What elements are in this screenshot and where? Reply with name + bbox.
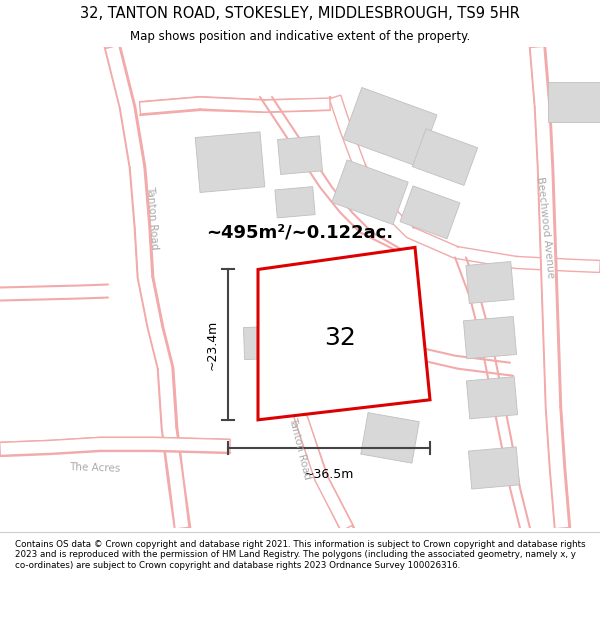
Bar <box>292 379 328 406</box>
Text: 32: 32 <box>324 326 356 349</box>
Bar <box>195 132 265 192</box>
Text: The Acres: The Acres <box>69 462 121 474</box>
Bar <box>244 326 296 359</box>
Text: Contains OS data © Crown copyright and database right 2021. This information is : Contains OS data © Crown copyright and d… <box>15 540 586 569</box>
Polygon shape <box>140 97 330 114</box>
Text: Beechwood Avenue: Beechwood Avenue <box>535 176 556 279</box>
Bar <box>469 447 520 489</box>
Text: ~23.4m: ~23.4m <box>205 319 218 370</box>
Bar <box>466 261 514 303</box>
Bar <box>343 88 437 167</box>
Text: Map shows position and indicative extent of the property.: Map shows position and indicative extent… <box>130 30 470 43</box>
Bar <box>357 354 413 402</box>
Text: ~36.5m: ~36.5m <box>304 468 354 481</box>
Bar <box>463 316 517 359</box>
Bar <box>466 377 518 419</box>
Text: ~495m²/~0.122ac.: ~495m²/~0.122ac. <box>206 223 394 241</box>
Bar <box>400 186 460 239</box>
Polygon shape <box>105 45 189 529</box>
Polygon shape <box>0 438 230 456</box>
Polygon shape <box>530 46 569 529</box>
Bar <box>412 129 478 186</box>
Polygon shape <box>265 296 353 531</box>
Polygon shape <box>329 95 600 272</box>
Polygon shape <box>258 248 430 420</box>
Text: Tanton Road: Tanton Road <box>287 416 313 480</box>
Bar <box>278 136 322 174</box>
Bar <box>275 187 315 218</box>
Bar <box>354 292 416 343</box>
Bar <box>332 160 408 224</box>
Bar <box>361 412 419 463</box>
Text: 32, TANTON ROAD, STOKESLEY, MIDDLESBROUGH, TS9 5HR: 32, TANTON ROAD, STOKESLEY, MIDDLESBROUG… <box>80 6 520 21</box>
Text: Tanton Road: Tanton Road <box>145 185 159 249</box>
Bar <box>548 82 600 122</box>
